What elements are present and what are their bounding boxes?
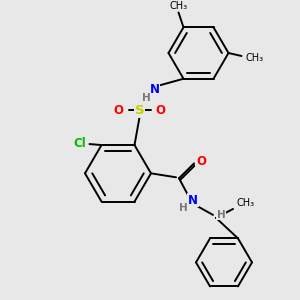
Text: CH₃: CH₃: [245, 53, 264, 63]
Text: CH₃: CH₃: [169, 1, 188, 10]
Text: H: H: [217, 210, 225, 220]
Text: H: H: [178, 203, 188, 213]
Text: CH₃: CH₃: [237, 198, 255, 208]
Text: N: N: [149, 83, 160, 96]
Text: O: O: [155, 104, 166, 117]
Text: S: S: [135, 104, 144, 117]
Text: H: H: [142, 92, 151, 103]
Text: O: O: [196, 155, 206, 168]
Text: N: N: [188, 194, 198, 207]
Text: O: O: [113, 104, 124, 117]
Text: Cl: Cl: [73, 136, 86, 150]
